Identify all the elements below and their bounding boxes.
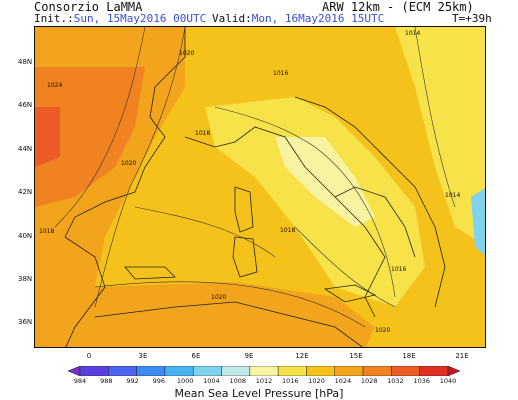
colorbar-tick-label: 1040: [439, 377, 457, 385]
isobar-label: 1018: [39, 228, 54, 235]
isobar-label-group: 1020 1024 1014 1016 1018 1020 1018 1020 …: [39, 30, 460, 334]
isobar-label: 1020: [375, 327, 390, 334]
colorbar-tick-label: 1024: [334, 377, 352, 385]
colorbar-tick-label: 1004: [203, 377, 220, 385]
pressure-map: 1020 1024 1014 1016 1018 1020 1018 1020 …: [34, 26, 486, 348]
map-canvas: 1020 1024 1014 1016 1018 1020 1018 1020 …: [35, 27, 485, 347]
init-time: Init.:Sun, 15May2016 00UTC: [34, 12, 206, 25]
colorbar-tick-label: 1020: [308, 377, 325, 385]
colorbar-segment: [136, 366, 166, 376]
isobar-label: 1018: [195, 130, 210, 137]
colorbar-tick-label: 996: [152, 377, 166, 385]
isobar-label: 1020: [121, 160, 136, 167]
lat-label: 38N: [18, 275, 33, 283]
isobar-label: 1014: [405, 30, 420, 37]
lat-label: 42N: [18, 188, 33, 196]
colorbar-max-arrow: [447, 366, 460, 376]
colorbar-segment: [306, 366, 336, 376]
lon-label: 21E: [455, 352, 469, 360]
colorbar-tick-label: 1028: [360, 377, 378, 385]
organization-title: Consorzio LaMMA: [34, 0, 143, 14]
init-label: Init.:: [34, 12, 74, 25]
colorbar-segment: [277, 366, 307, 376]
lon-label: 6E: [191, 352, 201, 360]
colorbar-tick-label: 1016: [282, 377, 299, 385]
isobar-label: 1016: [391, 266, 406, 273]
field-1008-east: [471, 188, 485, 256]
isobars: [54, 27, 456, 328]
colorbar-min-arrow: [68, 366, 81, 376]
field-1024-west: [35, 67, 145, 207]
field-1020-south: [75, 282, 375, 347]
field-1028-west: [35, 107, 60, 167]
isobar-label: 1018: [280, 227, 295, 234]
isobar-label: 1016: [273, 70, 288, 77]
field-1016-italy: [205, 97, 425, 307]
colorbar-tick-label: 1036: [413, 377, 430, 385]
isobar-label: 1014: [445, 192, 460, 199]
init-value: Sun, 15May2016 00UTC: [73, 12, 207, 25]
lat-label: 46N: [18, 101, 33, 109]
field-1016-east: [395, 27, 485, 246]
colorbar-segment: [108, 366, 137, 376]
colorbar-tick-label: 988: [100, 377, 113, 385]
lon-label: 18E: [402, 352, 416, 360]
colorbar-segment: [249, 366, 279, 376]
lat-label: 44N: [18, 145, 33, 153]
colorbar-tick-label: 984: [73, 377, 87, 385]
colorbar-tick-label: 1032: [387, 377, 404, 385]
valid-value: Mon, 16May2016 15UTC: [251, 12, 385, 25]
colorbar-segment: [79, 366, 109, 376]
model-title: ARW 12km - (ECM 25km): [322, 0, 474, 14]
colorbar-segment: [221, 366, 251, 376]
valid-label: Valid:: [212, 12, 252, 25]
lon-label: 0: [86, 352, 92, 360]
colorbar-segment: [164, 366, 194, 376]
lat-label: 40N: [18, 232, 33, 240]
forecast-step: T=+39h: [452, 12, 492, 25]
colorbar-tick-label: 1008: [229, 377, 246, 385]
colorbar-segment: [192, 366, 222, 376]
colorbar-segment: [419, 366, 449, 376]
colorbar-tick-label: 1012: [255, 377, 273, 385]
colorbar: [68, 366, 460, 376]
valid-time: Valid:Mon, 16May2016 15UTC: [212, 12, 384, 25]
colorbar-segment: [391, 366, 420, 376]
lat-label: 48N: [18, 58, 33, 66]
lon-label: 15E: [349, 352, 363, 360]
isobar-label: 1020: [211, 294, 226, 301]
lat-label: 36N: [18, 318, 33, 326]
lon-label: 3E: [138, 352, 148, 360]
lon-label: 9E: [244, 352, 254, 360]
colorbar-tick-label: 992: [126, 377, 139, 385]
coastlines: [64, 27, 446, 347]
colorbar-segment: [334, 366, 364, 376]
colorbar-title: Mean Sea Level Pressure [hPa]: [174, 387, 344, 400]
lon-label: 12E: [295, 352, 309, 360]
isobar-label: 1020: [179, 50, 194, 57]
colorbar-segment: [362, 366, 392, 376]
colorbar-tick-label: 1000: [176, 377, 194, 385]
isobar-label: 1024: [47, 82, 62, 89]
